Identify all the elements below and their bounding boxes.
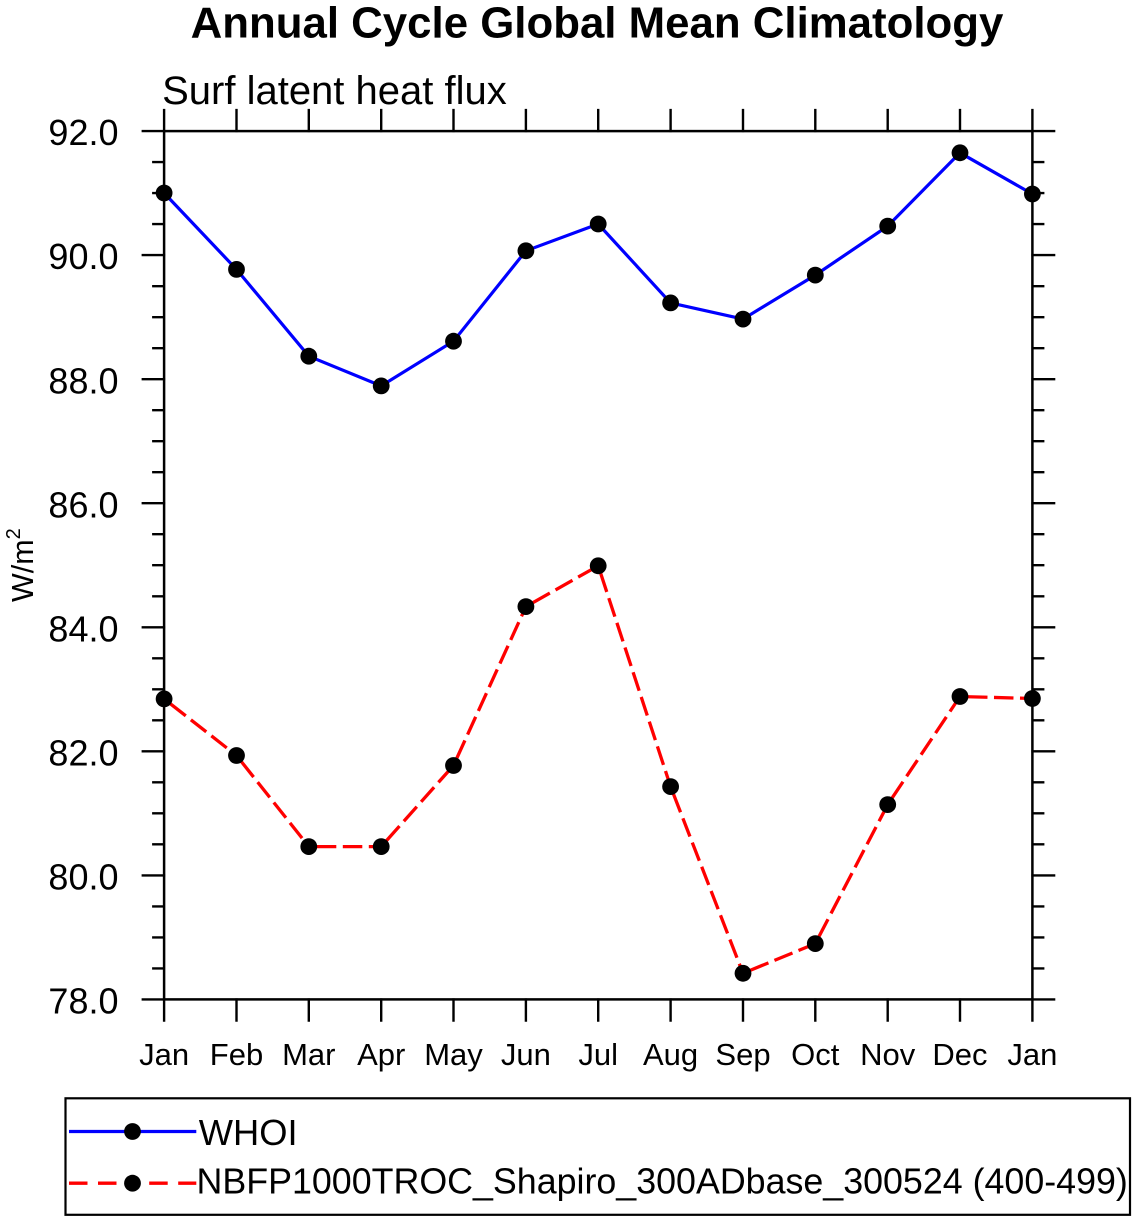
svg-text:Jan: Jan xyxy=(1007,1037,1057,1072)
svg-text:WHOI: WHOI xyxy=(199,1112,298,1153)
svg-text:Jan: Jan xyxy=(139,1037,189,1072)
svg-text:W/m2: W/m2 xyxy=(3,528,40,602)
svg-text:Apr: Apr xyxy=(357,1037,405,1072)
svg-text:Feb: Feb xyxy=(210,1037,263,1072)
svg-text:Jul: Jul xyxy=(578,1037,618,1072)
svg-text:Aug: Aug xyxy=(643,1037,698,1072)
svg-text:Nov: Nov xyxy=(860,1037,916,1072)
svg-text:Jun: Jun xyxy=(501,1037,551,1072)
svg-text:78.0: 78.0 xyxy=(48,981,118,1022)
svg-text:Oct: Oct xyxy=(791,1037,840,1072)
svg-text:NBFP1000TROC_Shapiro_300ADbase: NBFP1000TROC_Shapiro_300ADbase_300524 (4… xyxy=(197,1162,1128,1202)
svg-text:May: May xyxy=(424,1037,483,1072)
svg-text:Sep: Sep xyxy=(715,1037,770,1072)
svg-text:Dec: Dec xyxy=(932,1037,987,1072)
svg-text:88.0: 88.0 xyxy=(48,360,118,401)
svg-text:Annual Cycle Global Mean Clima: Annual Cycle Global Mean Climatology xyxy=(191,0,1004,47)
svg-text:90.0: 90.0 xyxy=(48,236,118,277)
svg-text:80.0: 80.0 xyxy=(48,857,118,898)
svg-text:92.0: 92.0 xyxy=(48,112,118,153)
svg-text:Surf latent heat flux: Surf latent heat flux xyxy=(162,69,507,113)
svg-text:82.0: 82.0 xyxy=(48,732,118,773)
svg-text:84.0: 84.0 xyxy=(48,608,118,649)
svg-text:86.0: 86.0 xyxy=(48,484,118,525)
svg-text:Mar: Mar xyxy=(282,1037,335,1072)
